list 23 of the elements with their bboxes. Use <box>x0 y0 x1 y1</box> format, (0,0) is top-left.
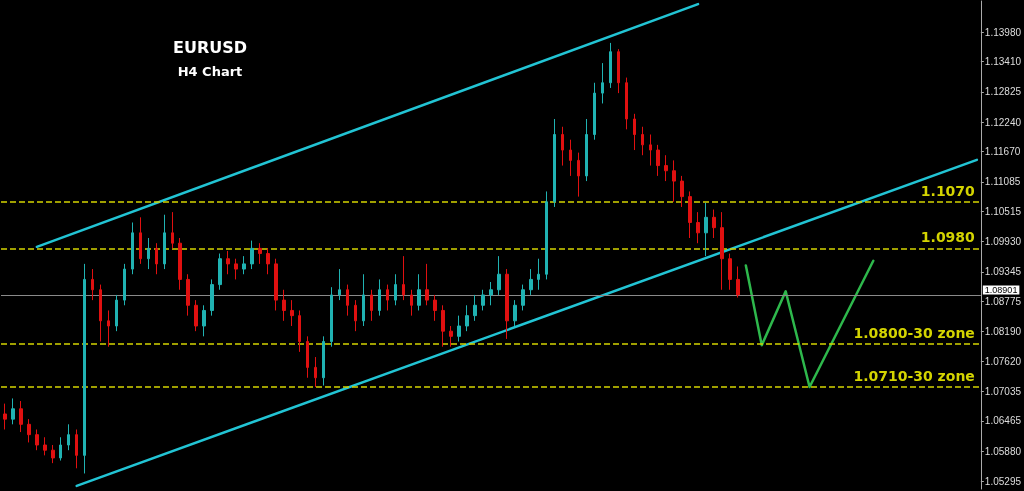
y-tick-label: 1.09930 <box>984 236 1022 248</box>
y-tick-label: 1.08775 <box>984 295 1022 307</box>
y-tick-label: 1.05295 <box>984 476 1022 487</box>
y-tick-label: 1.13980 <box>984 26 1022 38</box>
ref-line-label: 1.1070 <box>920 182 976 199</box>
y-tick-label: 1.13410 <box>984 56 1022 68</box>
ref-line-label: 1.0800-30 zone <box>853 325 975 342</box>
y-tick-label: 1.12825 <box>984 86 1022 98</box>
y-tick-label: 1.09345 <box>984 266 1022 278</box>
y-tick-label: 1.07035 <box>984 385 1022 397</box>
text: EURUSD <box>172 37 248 57</box>
text: H4 Chart <box>177 64 243 79</box>
ref-line-label: 1.0710-30 zone <box>853 368 975 385</box>
y-tick-label: 1.11670 <box>984 146 1021 158</box>
y-tick-label: 1.11085 <box>984 176 1021 188</box>
y-tick-label: 1.08190 <box>984 326 1022 338</box>
y-tick-label: 1.12240 <box>984 116 1022 128</box>
ref-line-label: 1.0980 <box>920 229 976 246</box>
y-tick-label: 1.06465 <box>984 415 1022 427</box>
y-tick-label: 1.05880 <box>984 445 1022 457</box>
ref-line-label: 1.08901 <box>984 284 1018 295</box>
y-tick-label: 1.10515 <box>984 205 1022 217</box>
y-tick-label: 1.07620 <box>984 355 1022 367</box>
